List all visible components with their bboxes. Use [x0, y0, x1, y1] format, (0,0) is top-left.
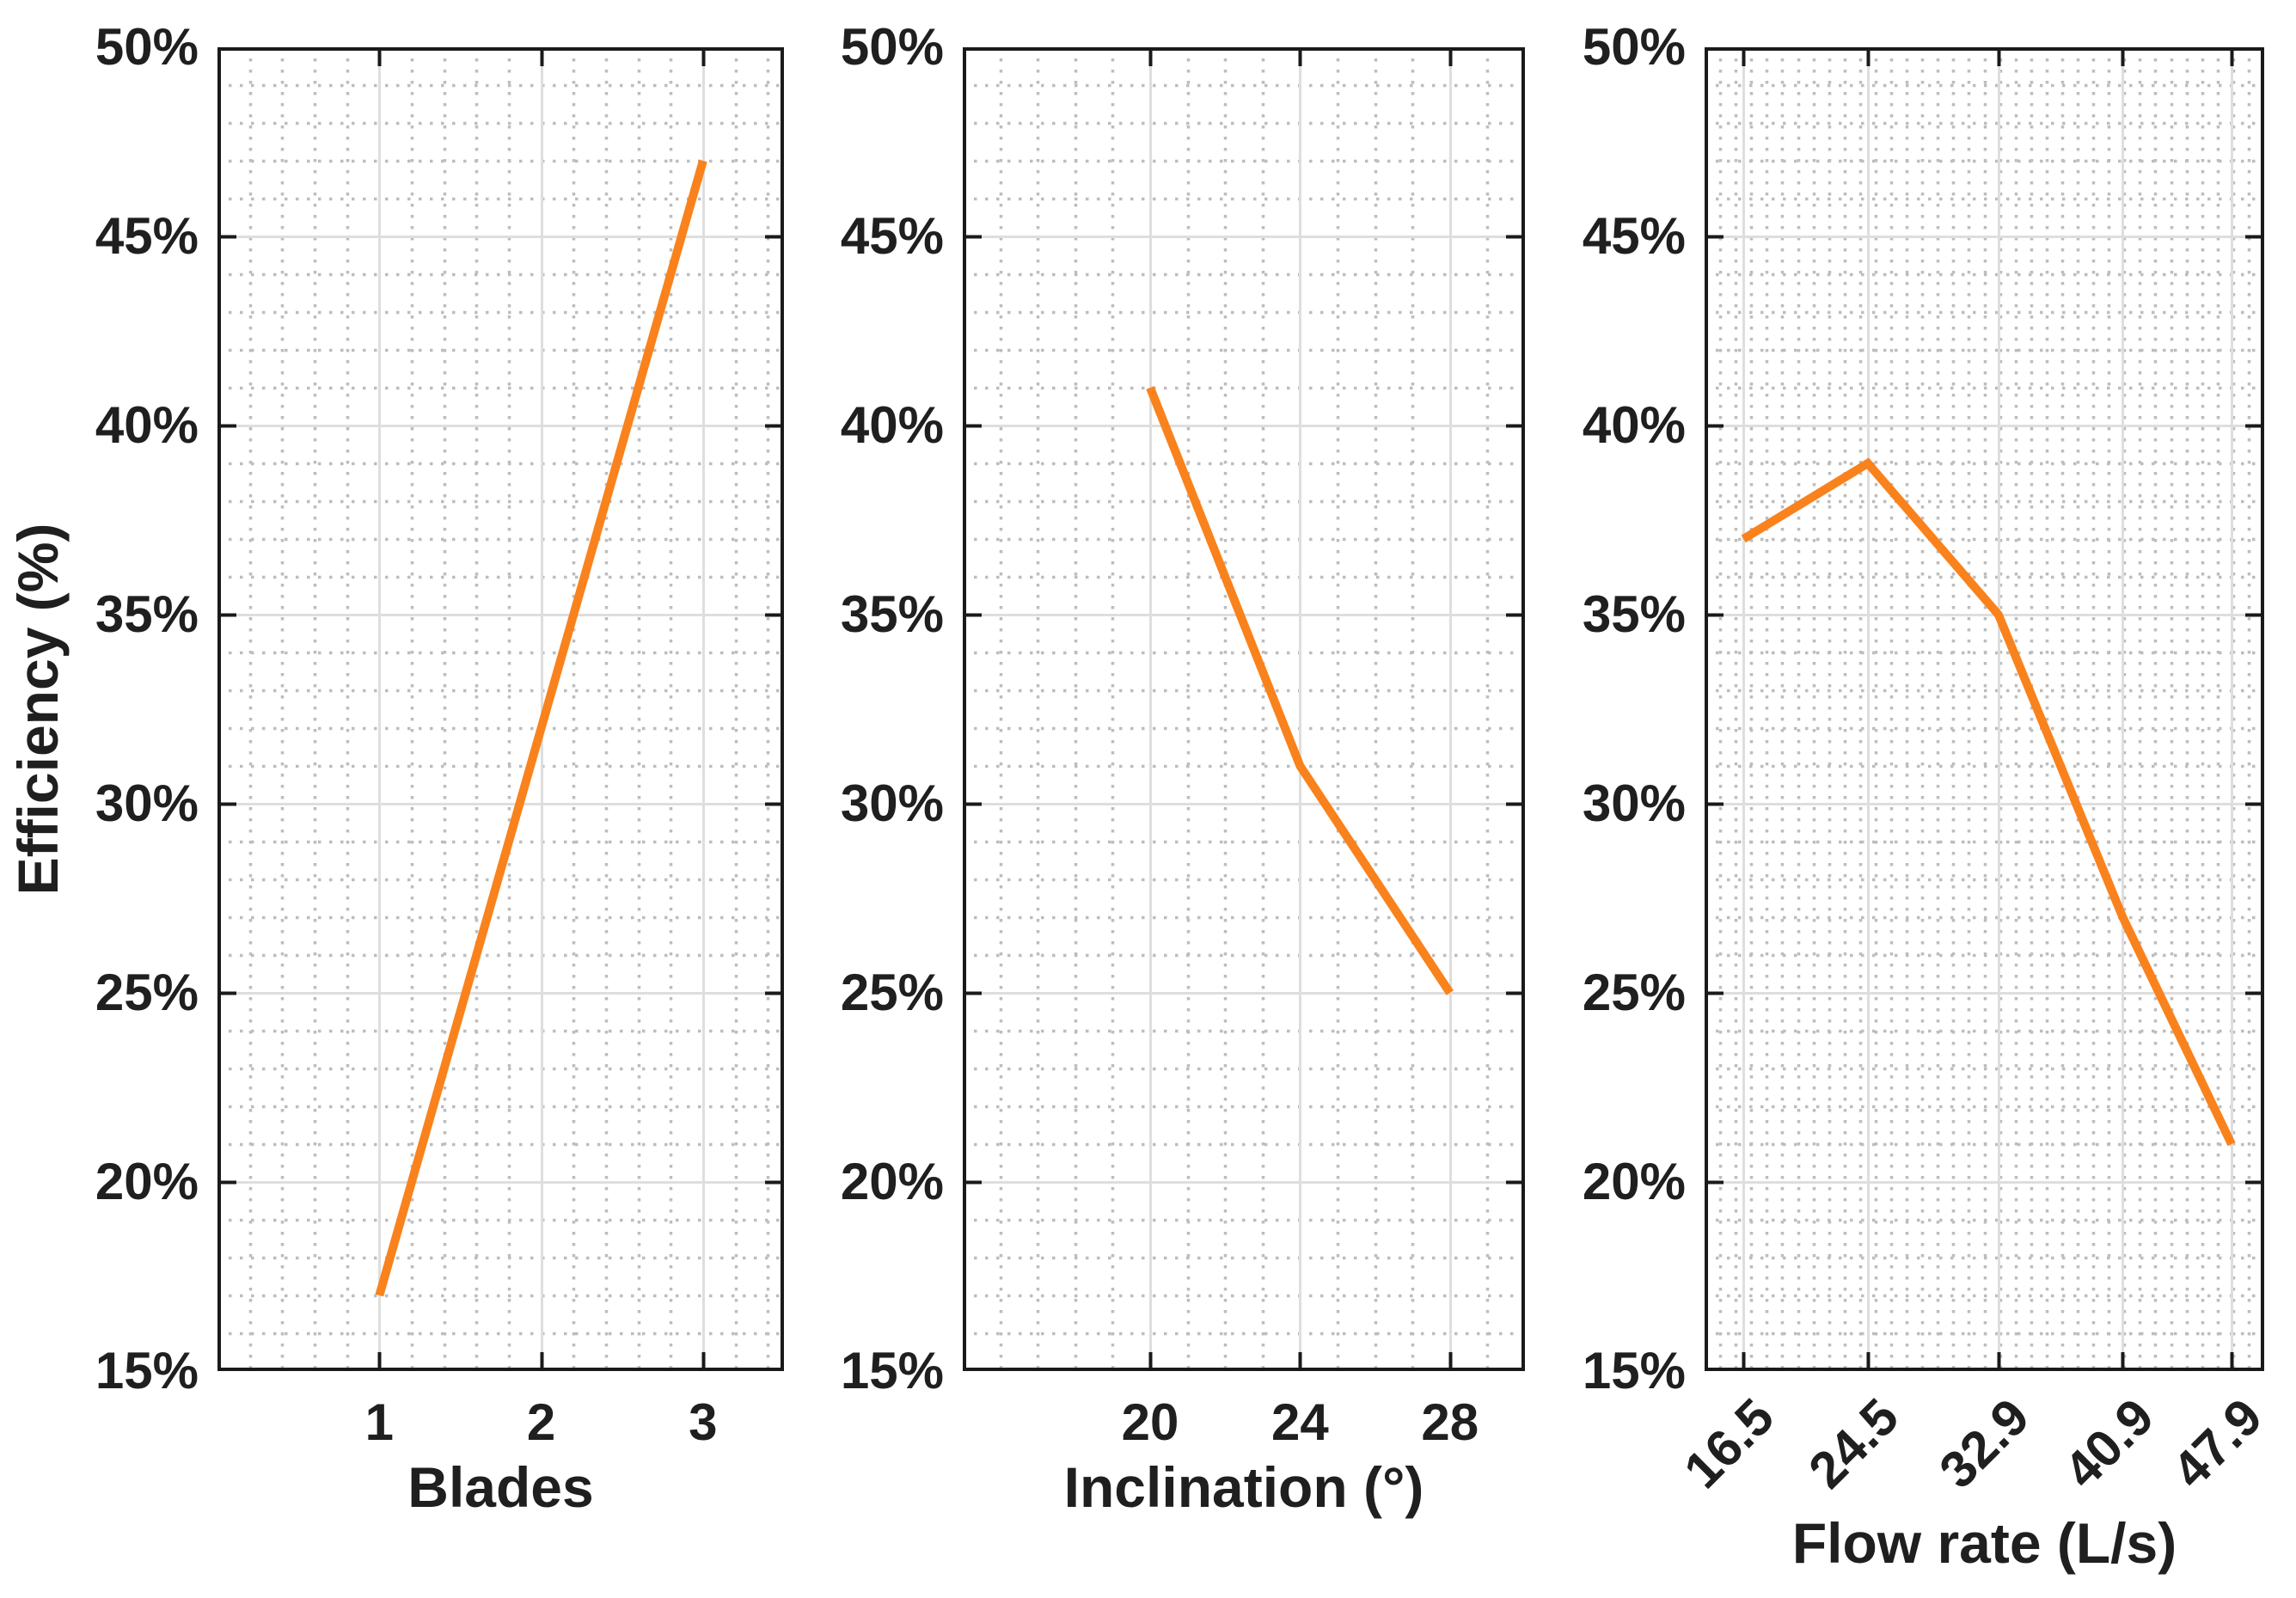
x-tick-label-3-40.9: 40.9 [2053, 1387, 2165, 1500]
y-tick-label-2-20pct: 20% [840, 1153, 944, 1210]
y-tick-label-1-20pct: 20% [95, 1153, 199, 1210]
y-tick-label-2-50pct: 50% [840, 18, 944, 76]
y-tick-label-2-45pct: 45% [840, 207, 944, 265]
major-gridlines [963, 47, 1525, 1371]
efficiency-line-3 [1741, 457, 2236, 1147]
y-tick-label-3-25pct: 25% [1582, 964, 1686, 1021]
minor-gridlines [963, 47, 1525, 1371]
subplot-3-canvas [1705, 47, 2264, 1371]
axes-box [963, 47, 1525, 1371]
axes-box [217, 47, 784, 1371]
y-tick-label-1-35pct: 35% [95, 585, 199, 643]
tick-marks [1706, 49, 2262, 1369]
x-tick-label-3-32.9: 32.9 [1928, 1387, 2041, 1500]
efficiency-line-1 [375, 159, 707, 1297]
x-axis-label-3: Flow rate (L/s) [1791, 1511, 2177, 1575]
y-tick-label-3-20pct: 20% [1582, 1153, 1686, 1210]
y-tick-label-3-45pct: 45% [1582, 207, 1686, 265]
x-tick-label-2-24: 24 [1271, 1393, 1329, 1451]
y-tick-label-2-30pct: 30% [840, 775, 944, 832]
x-tick-label-1-2: 2 [526, 1393, 556, 1451]
x-axis-label-2: Inclination (°) [1063, 1455, 1424, 1519]
y-tick-label-3-15pct: 15% [1582, 1342, 1686, 1399]
y-tick-label-3-40pct: 40% [1582, 396, 1686, 454]
y-axis-label: Efficiency (%) [6, 523, 70, 896]
y-tick-label-1-25pct: 25% [95, 964, 199, 1021]
minor-gridlines [217, 47, 784, 1371]
x-tick-label-3-16.5: 16.5 [1673, 1387, 1785, 1500]
x-tick-label-3-47.9: 47.9 [2161, 1387, 2274, 1500]
y-tick-label-1-45pct: 45% [95, 207, 199, 265]
axes-box [1705, 47, 2264, 1371]
subplot-2-canvas [963, 47, 1525, 1371]
x-tick-label-1-1: 1 [364, 1393, 394, 1451]
tick-marks [964, 49, 1523, 1369]
x-tick-label-1-3: 3 [689, 1393, 718, 1451]
y-tick-label-2-15pct: 15% [840, 1342, 944, 1399]
y-tick-label-1-40pct: 40% [95, 396, 199, 454]
y-tick-label-1-50pct: 50% [95, 18, 199, 76]
y-tick-label-3-30pct: 30% [1582, 775, 1686, 832]
y-tick-label-2-40pct: 40% [840, 396, 944, 454]
y-tick-label-1-30pct: 30% [95, 775, 199, 832]
y-tick-label-3-50pct: 50% [1582, 18, 1686, 76]
efficiency-line-2 [1146, 386, 1454, 995]
subplot-1-canvas [217, 47, 784, 1371]
y-tick-label-2-25pct: 25% [840, 964, 944, 1021]
x-axis-label-1: Blades [407, 1455, 594, 1519]
y-tick-label-2-35pct: 35% [840, 585, 944, 643]
tick-marks [219, 49, 782, 1369]
x-tick-label-2-28: 28 [1421, 1393, 1479, 1451]
x-tick-label-2-20: 20 [1121, 1393, 1179, 1451]
major-gridlines [217, 47, 784, 1371]
x-tick-label-3-24.5: 24.5 [1797, 1387, 1910, 1500]
y-tick-label-1-15pct: 15% [95, 1342, 199, 1399]
y-tick-label-3-35pct: 35% [1582, 585, 1686, 643]
minor-gridlines [1705, 47, 2264, 1371]
major-gridlines [1705, 47, 2264, 1371]
